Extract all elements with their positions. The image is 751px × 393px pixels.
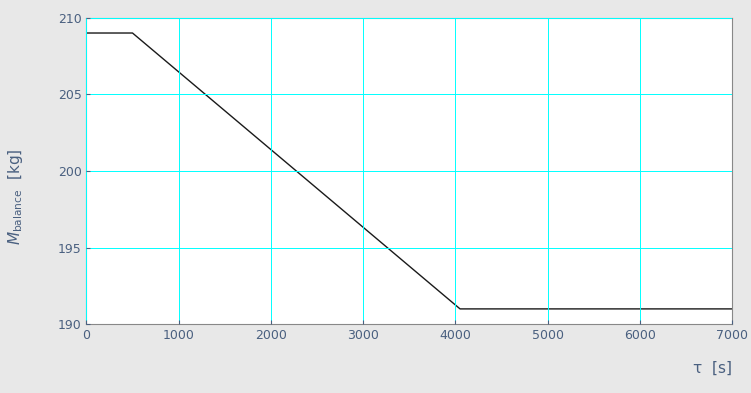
Text: $\mathit{M}_{\mathrm{balance}}$  [kg]: $\mathit{M}_{\mathrm{balance}}$ [kg] <box>5 148 25 245</box>
X-axis label: τ  [s]: τ [s] <box>693 361 732 376</box>
